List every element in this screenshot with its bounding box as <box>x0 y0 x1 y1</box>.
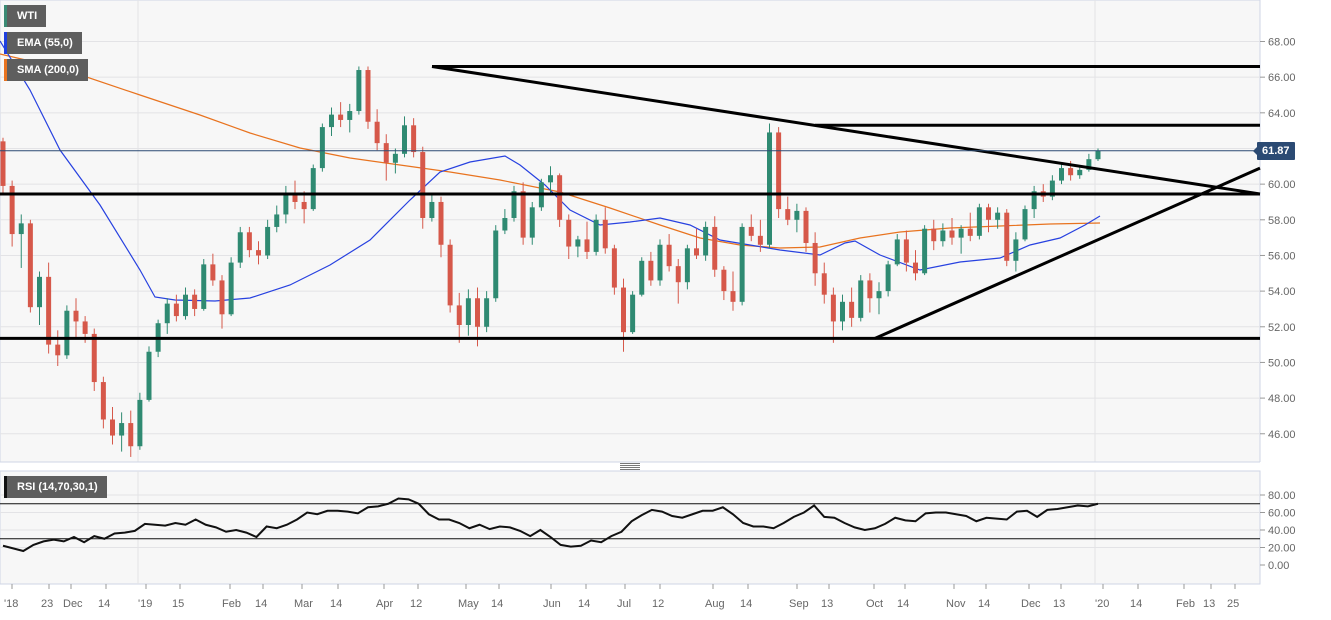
date-tick-label: 14 <box>740 598 752 610</box>
date-tick-label: '20 <box>1095 598 1109 610</box>
date-tick-label: 14 <box>330 598 342 610</box>
instrument-legend[interactable]: WTI <box>4 5 47 27</box>
ema-label: EMA (55,0) <box>17 37 73 49</box>
price-y-axis: 46.00 48.00 50.00 52.00 54.00 56.00 58.00 60.00… <box>1260 37 1296 441</box>
trendline[interactable] <box>431 64 1261 196</box>
sma-color-swatch <box>4 59 7 81</box>
price-tick-label: 58.00 <box>1268 215 1296 227</box>
date-tick-label: 13 <box>1203 598 1215 610</box>
date-tick-label: Dec <box>63 598 83 610</box>
support-resistance-levels[interactable] <box>0 64 1260 340</box>
instrument-color-swatch <box>4 5 7 27</box>
price-panel[interactable] <box>0 0 1261 463</box>
date-tick-label: 13 <box>821 598 833 610</box>
date-tick-label: 14 <box>578 598 590 610</box>
last-price-value: 61.87 <box>1262 145 1290 157</box>
date-tick-label: 13 <box>1053 598 1065 610</box>
date-tick-label: 12 <box>652 598 664 610</box>
price-tick-label: 52.00 <box>1268 322 1296 334</box>
price-tick-label: 50.00 <box>1268 357 1296 369</box>
ema-color-swatch <box>4 32 7 54</box>
date-tick-label: 14 <box>255 598 267 610</box>
price-tick-label: 46.00 <box>1268 429 1296 441</box>
date-tick-label: 14 <box>897 598 909 610</box>
price-tick-label: 48.00 <box>1268 393 1296 405</box>
rsi-panel[interactable] <box>0 470 1261 585</box>
price-tick-label: 64.00 <box>1268 108 1296 120</box>
price-tick-label: 56.00 <box>1268 250 1296 262</box>
date-tick-label: 23 <box>41 598 53 610</box>
date-tick-label: Feb <box>1176 598 1195 610</box>
rsi-overbought-oversold-lines <box>0 503 1260 540</box>
date-tick-label: Jul <box>617 598 631 610</box>
panel-divider <box>0 462 1331 471</box>
instrument-label: WTI <box>17 10 38 22</box>
date-tick-label: Aug <box>705 598 725 610</box>
date-tick-label: Jun <box>543 598 561 610</box>
panel-resize-handle[interactable] <box>620 463 640 470</box>
ema-legend[interactable]: EMA (55,0) <box>4 32 82 54</box>
price-tick-label: 66.00 <box>1268 72 1296 84</box>
date-tick-label: 12 <box>410 598 422 610</box>
price-tick-label: 54.00 <box>1268 286 1296 298</box>
price-gridlines <box>0 0 1260 462</box>
rsi-tick-label: 40.00 <box>1268 525 1296 537</box>
date-tick-label: '19 <box>138 598 152 610</box>
date-tick-label: 14 <box>98 598 110 610</box>
date-tick-label: Oct <box>866 598 883 610</box>
date-tick-label: 15 <box>172 598 184 610</box>
rsi-y-axis: 0.00 20.00 40.00 60.00 80.00 <box>1260 490 1296 572</box>
rsi-color-swatch <box>4 476 7 498</box>
rsi-gridlines <box>0 471 1260 584</box>
date-tick-label: May <box>458 598 479 610</box>
date-tick-label: 14 <box>1130 598 1142 610</box>
rsi-tick-label: 20.00 <box>1268 543 1296 555</box>
date-tick-label: 25 <box>1227 598 1239 610</box>
rsi-label: RSI (14,70,30,1) <box>17 481 98 493</box>
date-x-axis: '18 23 Dec 14 '19 15 Feb 14 Mar 14 Apr 12 May 14 Jun 14… <box>4 584 1239 610</box>
date-tick-label: Sep <box>789 598 809 610</box>
date-tick-label: Feb <box>222 598 241 610</box>
sma-label: SMA (200,0) <box>17 64 79 76</box>
date-tick-label: Mar <box>294 598 313 610</box>
trendline[interactable] <box>874 166 1261 340</box>
price-tick-label: 68.00 <box>1268 37 1296 49</box>
sma-200-line <box>0 53 1101 249</box>
date-tick-label: 14 <box>491 598 503 610</box>
date-tick-label: Apr <box>376 598 393 610</box>
last-price-tag: 61.87 <box>1253 142 1295 160</box>
rsi-line <box>2 497 1099 553</box>
date-tick-label: 14 <box>978 598 990 610</box>
rsi-tick-label: 80.00 <box>1268 490 1296 502</box>
rsi-tick-label: 60.00 <box>1268 508 1296 520</box>
trendlines[interactable] <box>431 64 1261 340</box>
ema-55-line <box>0 40 1101 302</box>
sma-legend[interactable]: SMA (200,0) <box>4 59 88 81</box>
date-tick-label: Nov <box>946 598 966 610</box>
rsi-tick-label: 0.00 <box>1268 560 1289 572</box>
price-tick-label: 60.00 <box>1268 179 1296 191</box>
date-tick-label: '18 <box>4 598 18 610</box>
date-tick-label: Dec <box>1021 598 1041 610</box>
rsi-legend[interactable]: RSI (14,70,30,1) <box>4 476 107 498</box>
candlesticks <box>0 66 1101 457</box>
